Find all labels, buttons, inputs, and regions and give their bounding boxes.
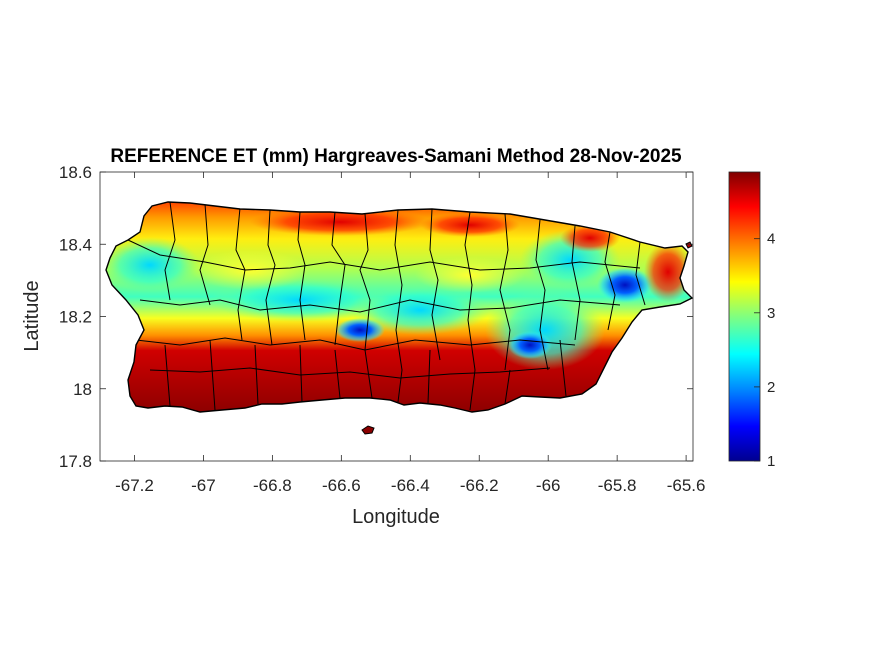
municipal-boundaries	[127, 202, 646, 411]
colorbar: 1 2 3 4	[728, 171, 775, 470]
x-tick-label: -67	[191, 476, 216, 495]
x-tick-label: -66.2	[460, 476, 499, 495]
colorbar-tick-label: 1	[767, 453, 775, 470]
y-axis-label: Latitude	[21, 280, 43, 351]
y-tick-label: 18.4	[59, 235, 92, 254]
x-tick-label: -66.6	[322, 476, 361, 495]
island-heatmap	[105, 201, 694, 435]
island-outline	[105, 201, 694, 413]
offshore-islet-east	[685, 241, 693, 249]
colorbar-ticks: 1 2 3 4	[754, 231, 775, 470]
offshore-island-caja-de-muertos	[361, 425, 375, 435]
y-axis: 17.8 18 18.2 18.4 18.6	[59, 163, 693, 471]
colorbar-tick-label: 2	[767, 379, 775, 396]
x-axis: -67.2 -67 -66.8 -66.6 -66.4 -66.2 -66 -65.8 -65.…	[115, 172, 705, 495]
chart-title: REFERENCE ET (mm) Hargreaves-Samani Meth…	[110, 146, 682, 167]
colorbar-gradient	[728, 171, 761, 462]
colorbar-tick-label: 3	[767, 305, 775, 322]
colorbar-tick-label: 4	[767, 231, 775, 248]
y-tick-label: 17.8	[59, 452, 92, 471]
x-axis-label: Longitude	[352, 506, 440, 528]
y-tick-label: 18.2	[59, 308, 92, 327]
x-tick-label: -66.4	[391, 476, 430, 495]
x-tick-label: -67.2	[115, 476, 154, 495]
x-tick-label: -66	[536, 476, 561, 495]
x-tick-label: -65.6	[667, 476, 706, 495]
y-tick-label: 18	[73, 380, 92, 399]
x-tick-label: -65.8	[598, 476, 637, 495]
x-tick-label: -66.8	[253, 476, 292, 495]
y-tick-label: 18.6	[59, 163, 92, 182]
